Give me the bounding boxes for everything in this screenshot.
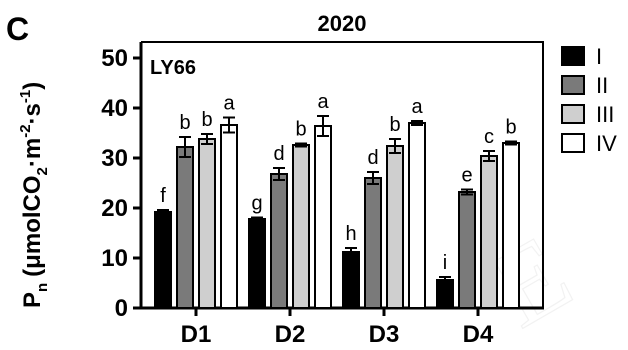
bar [198, 138, 216, 309]
significance-letter: b [201, 109, 212, 131]
bar [408, 122, 426, 309]
y-ticks: 0 10 20 30 40 50 [101, 45, 141, 322]
bar [386, 145, 404, 309]
bar [220, 124, 238, 309]
x-tick-label: D1 [181, 321, 212, 348]
ylabel-unit-prefix: (μmolCO [19, 175, 46, 276]
y-axis-label: Pn (μmolCO2·m-2·s-1) [17, 82, 51, 308]
ylabel-symbol: P [19, 292, 46, 308]
significance-letter: a [411, 96, 423, 118]
significance-letter: b [295, 119, 306, 141]
ylabel-symbol-sub: n [34, 283, 51, 292]
x-tick-label: D4 [463, 321, 494, 348]
y-tick-label: 20 [101, 195, 128, 222]
y-tick-label: 30 [101, 145, 128, 172]
bar [176, 146, 194, 309]
bar [154, 211, 172, 309]
bar [502, 142, 520, 309]
significance-letter: b [179, 112, 190, 134]
bar [292, 144, 310, 309]
ylabel-unit-sup1: -2 [17, 124, 34, 137]
panel-label: C [6, 11, 29, 47]
significance-letter: i [443, 252, 447, 274]
chart-title: 2020 [318, 11, 367, 36]
significance-letter: d [367, 147, 378, 169]
legend-swatch [561, 133, 585, 153]
bar [270, 173, 288, 309]
x-ticks: D1 D2 D3 D4 [181, 308, 494, 348]
y-tick-label: 10 [101, 245, 128, 272]
bar [342, 251, 360, 309]
legend-swatch [561, 46, 585, 66]
x-tick-label: D3 [369, 321, 400, 348]
y-tick-label: 50 [101, 45, 128, 72]
legend-swatch [561, 75, 585, 95]
legend-label: IV [596, 131, 617, 156]
significance-letter: a [317, 91, 329, 113]
bar [248, 218, 266, 309]
bar [458, 191, 476, 309]
significance-letter: d [273, 143, 284, 165]
legend-swatch [561, 104, 585, 124]
significance-letter: h [345, 223, 356, 245]
legend-label: I [596, 44, 602, 69]
significance-letter: c [484, 126, 494, 148]
significance-letter: b [505, 117, 516, 139]
significance-letter: g [251, 193, 262, 215]
y-tick-label: 0 [115, 295, 128, 322]
x-tick-label: D2 [275, 321, 306, 348]
ylabel-unit-sup2: -1 [17, 90, 34, 103]
significance-letter: b [389, 114, 400, 136]
significance-letter: e [461, 165, 472, 187]
inset-label: LY66 [150, 57, 196, 79]
ylabel-unit-mid2: ·s [19, 103, 46, 124]
bar [436, 279, 454, 309]
bar [314, 125, 332, 309]
bar [480, 155, 498, 309]
legend-label: III [596, 102, 614, 127]
ylabel-unit-close: ) [19, 82, 46, 90]
bar [364, 177, 382, 309]
ylabel-unit-sub: 2 [34, 167, 51, 175]
y-tick-label: 40 [101, 95, 128, 122]
ylabel-unit-mid1: ·m [19, 138, 46, 167]
significance-letter: f [160, 185, 166, 207]
legend-label: II [596, 73, 608, 98]
significance-letter: a [223, 93, 235, 115]
